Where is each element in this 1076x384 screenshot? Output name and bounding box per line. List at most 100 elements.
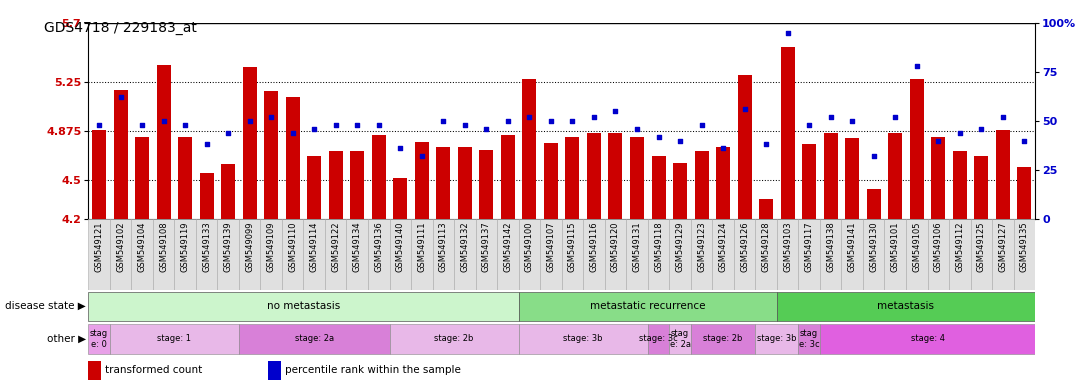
Text: GSM549123: GSM549123 xyxy=(697,221,706,271)
Text: GSM549130: GSM549130 xyxy=(869,221,878,271)
Bar xyxy=(260,219,282,290)
Text: stag
e: 2a: stag e: 2a xyxy=(669,329,691,349)
Point xyxy=(220,130,237,136)
Bar xyxy=(265,91,278,219)
Bar xyxy=(239,324,390,354)
Text: GSM549141: GSM549141 xyxy=(848,221,856,271)
Text: stage: 2b: stage: 2b xyxy=(704,334,742,343)
Bar xyxy=(931,137,945,219)
Point xyxy=(133,122,151,128)
Bar xyxy=(755,219,777,290)
Point xyxy=(887,114,904,120)
Bar xyxy=(992,219,1014,290)
Bar xyxy=(501,135,514,219)
Bar xyxy=(674,163,686,219)
Text: GSM549121: GSM549121 xyxy=(95,221,103,271)
Text: other ▶: other ▶ xyxy=(47,334,86,344)
Bar xyxy=(863,219,884,290)
Bar xyxy=(712,219,734,290)
Point xyxy=(973,126,990,132)
Point xyxy=(198,141,215,147)
Text: GSM549110: GSM549110 xyxy=(288,221,297,271)
Point xyxy=(607,108,624,114)
Bar xyxy=(476,219,497,290)
Text: GSM549134: GSM549134 xyxy=(353,221,362,271)
Bar xyxy=(196,219,217,290)
Bar xyxy=(268,361,282,380)
Point xyxy=(542,118,560,124)
Bar xyxy=(695,151,708,219)
Bar xyxy=(282,219,303,290)
Text: GSM549118: GSM549118 xyxy=(654,221,663,271)
Bar xyxy=(737,75,751,219)
Bar xyxy=(153,219,174,290)
Point xyxy=(155,118,172,124)
Text: GSM549125: GSM549125 xyxy=(977,221,986,271)
Bar xyxy=(394,179,407,219)
Bar xyxy=(734,219,755,290)
Bar xyxy=(239,219,260,290)
Text: GSM549104: GSM549104 xyxy=(138,221,146,271)
Point xyxy=(693,122,710,128)
Bar xyxy=(199,173,213,219)
Bar xyxy=(110,324,239,354)
Point xyxy=(413,153,430,159)
Bar xyxy=(346,219,368,290)
Bar xyxy=(909,79,923,219)
Text: GSM549126: GSM549126 xyxy=(740,221,749,271)
Point xyxy=(349,122,366,128)
Bar xyxy=(648,324,669,354)
Bar xyxy=(368,219,390,290)
Bar xyxy=(88,219,110,290)
Bar xyxy=(755,324,798,354)
Text: metastatic recurrence: metastatic recurrence xyxy=(590,301,706,311)
Point xyxy=(994,114,1011,120)
Text: GSM549100: GSM549100 xyxy=(525,221,534,271)
Text: GSM549101: GSM549101 xyxy=(891,221,900,271)
Bar xyxy=(888,133,902,219)
Text: GSM549114: GSM549114 xyxy=(310,221,318,271)
Text: no metastasis: no metastasis xyxy=(267,301,340,311)
Text: GSM549107: GSM549107 xyxy=(547,221,555,271)
Bar xyxy=(566,137,579,219)
Bar xyxy=(110,219,131,290)
Point xyxy=(779,30,796,36)
Text: GSM549102: GSM549102 xyxy=(116,221,125,271)
Text: GSM549108: GSM549108 xyxy=(159,221,168,271)
Text: GSM549139: GSM549139 xyxy=(224,221,232,271)
Bar xyxy=(866,189,880,219)
Bar xyxy=(328,151,342,219)
Point xyxy=(865,153,882,159)
Text: GSM549115: GSM549115 xyxy=(568,221,577,271)
Bar xyxy=(543,143,557,219)
Bar xyxy=(759,199,773,219)
Text: percentile rank within the sample: percentile rank within the sample xyxy=(285,364,461,375)
Bar xyxy=(974,156,988,219)
Text: GSM549133: GSM549133 xyxy=(202,221,211,272)
Bar xyxy=(820,219,841,290)
Bar xyxy=(802,144,816,219)
Point xyxy=(90,122,108,128)
Text: GSM549112: GSM549112 xyxy=(955,221,964,271)
Bar xyxy=(454,219,476,290)
Text: GSM549119: GSM549119 xyxy=(181,221,189,271)
Bar xyxy=(648,219,669,290)
Point xyxy=(478,126,495,132)
Point xyxy=(241,118,258,124)
Bar xyxy=(390,324,519,354)
Text: stag
e: 0: stag e: 0 xyxy=(90,329,108,349)
Bar xyxy=(820,324,1035,354)
Bar xyxy=(587,133,600,219)
Bar xyxy=(971,219,992,290)
Text: GSM549124: GSM549124 xyxy=(719,221,727,271)
Text: stage: 2b: stage: 2b xyxy=(435,334,473,343)
Point xyxy=(327,122,344,128)
Bar xyxy=(222,164,235,219)
Point xyxy=(650,134,667,140)
Bar xyxy=(411,219,433,290)
Bar xyxy=(372,135,386,219)
Bar xyxy=(995,130,1009,219)
Bar xyxy=(651,156,665,219)
Bar xyxy=(174,219,196,290)
Bar xyxy=(134,137,148,219)
